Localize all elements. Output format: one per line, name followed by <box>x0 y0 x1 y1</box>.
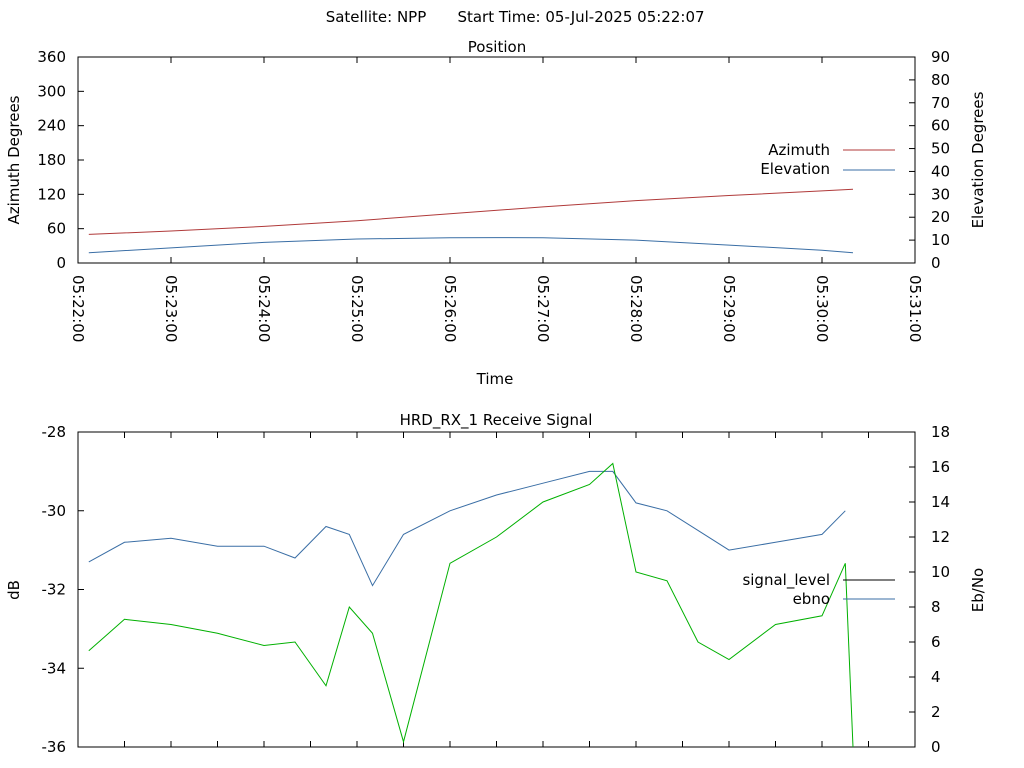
x-tick-label: 05:22:00 <box>69 275 87 342</box>
position-chart: Position 0 60 120 180 240 300 360 0 10 20 30 40 50 60… <box>5 38 987 388</box>
y2-tick-label: 10 <box>931 231 950 249</box>
y2-tick-label: 80 <box>931 71 950 89</box>
y2-tick-label: 90 <box>931 48 950 66</box>
x-tick-label: 05:30:00 <box>813 275 831 342</box>
y2-tick-label: 18 <box>931 423 950 441</box>
y2-tick-label: 60 <box>931 117 950 135</box>
y-tick-label: 240 <box>37 117 66 135</box>
series-line-ebno <box>88 462 854 748</box>
series-line-azimuth <box>88 188 854 235</box>
series-line-signal-level <box>88 470 846 587</box>
position-y2-axis-label: Elevation Degrees <box>969 91 987 228</box>
signal-series <box>88 462 854 748</box>
legend-elevation-label: Elevation <box>760 160 830 178</box>
y2-tick-label: 12 <box>931 528 950 546</box>
position-x-axis-label: Time <box>476 370 514 388</box>
y2-tick-label: 0 <box>931 738 941 756</box>
x-tick-label: 05:29:00 <box>720 275 738 342</box>
x-tick-label: 05:24:00 <box>255 275 273 342</box>
y-tick-label: -28 <box>42 423 67 441</box>
legend-ebno-label: ebno <box>793 590 830 608</box>
y-tick-label: 180 <box>37 151 66 169</box>
y2-tick-label: 6 <box>931 633 941 651</box>
x-tick-label: 05:25:00 <box>348 275 366 342</box>
legend-azimuth-label: Azimuth <box>768 141 830 159</box>
y-tick-label: 360 <box>37 48 66 66</box>
y2-tick-label: 8 <box>931 598 941 616</box>
y2-tick-label: 10 <box>931 563 950 581</box>
x-tick-label: 05:31:00 <box>906 275 924 342</box>
y-tick-label: 120 <box>37 185 66 203</box>
x-tick-label: 05:23:00 <box>162 275 180 342</box>
signal-plot-frame <box>77 431 916 748</box>
y2-tick-label: 40 <box>931 162 950 180</box>
y2-tick-label: 0 <box>931 254 941 272</box>
legend-signal-level-label: signal_level <box>742 571 830 590</box>
x-tick-label: 05:27:00 <box>534 275 552 342</box>
y2-tick-label: 20 <box>931 208 950 226</box>
y-tick-label: -32 <box>42 581 67 599</box>
y2-tick-label: 30 <box>931 185 950 203</box>
y2-tick-label: 4 <box>931 668 941 686</box>
x-tick-label: 05:28:00 <box>627 275 645 342</box>
x-tick-label: 05:26:00 <box>441 275 459 342</box>
y-tick-label: 60 <box>47 220 66 238</box>
position-chart-title: Position <box>468 38 526 56</box>
satellite-label: Satellite: NPP <box>326 8 427 26</box>
series-line-elevation <box>88 237 854 254</box>
start-time-label: Start Time: 05-Jul-2025 05:22:07 <box>457 8 704 26</box>
signal-y2-axis-label: Eb/No <box>969 568 987 612</box>
position-series <box>88 188 854 254</box>
signal-chart: HRD_RX_1 Receive Signal -36 -34 -32 -30 -28 0… <box>5 411 987 756</box>
signal-chart-title: HRD_RX_1 Receive Signal <box>400 411 593 430</box>
y-tick-label: -30 <box>42 502 67 520</box>
y-tick-label: 300 <box>37 82 66 100</box>
y2-tick-label: 50 <box>931 140 950 158</box>
y-tick-label: 0 <box>56 254 66 272</box>
position-y-axis-label: Azimuth Degrees <box>5 95 23 224</box>
y2-tick-label: 70 <box>931 94 950 112</box>
position-ticks: 0 60 120 180 240 300 360 0 10 20 30 40 50 60 70 80 90 05:… <box>37 48 950 342</box>
y-tick-label: -34 <box>42 659 67 677</box>
signal-ticks: -36 -34 -32 -30 -28 0 2 4 6 8 10 12 14 16 18 <box>42 423 951 756</box>
y2-tick-label: 16 <box>931 458 950 476</box>
y2-tick-label: 2 <box>931 703 941 721</box>
y-tick-label: -36 <box>42 738 67 756</box>
signal-y-axis-label: dB <box>5 580 23 600</box>
y2-tick-label: 14 <box>931 493 950 511</box>
